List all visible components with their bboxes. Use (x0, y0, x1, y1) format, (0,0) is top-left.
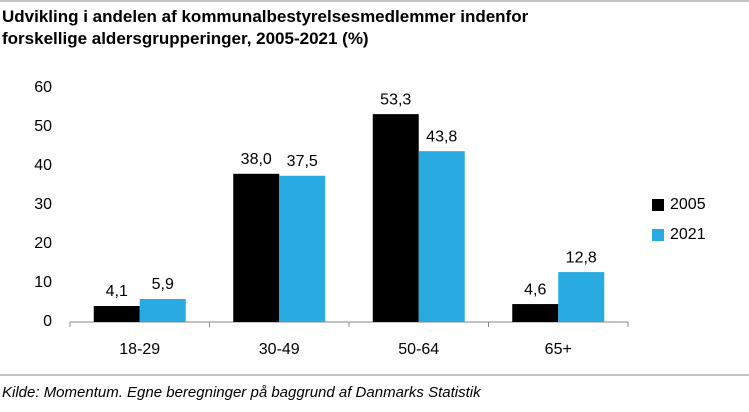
legend-swatch (652, 199, 664, 211)
value-label: 4,1 (106, 283, 128, 300)
bar (139, 298, 186, 322)
value-label: 43,8 (426, 128, 457, 145)
x-tick-label: 50-64 (398, 341, 439, 358)
bar (372, 114, 419, 322)
value-label: 12,8 (566, 249, 597, 266)
bar (512, 304, 559, 322)
y-tick-label: 30 (34, 196, 52, 213)
x-tick-label: 65+ (545, 341, 572, 358)
y-tick-label: 10 (34, 274, 52, 291)
value-label: 4,6 (524, 281, 546, 298)
y-tick-label: 40 (34, 157, 52, 174)
legend-swatch (652, 229, 664, 241)
chart-title: Udvikling i andelen af kommunalbestyrels… (2, 7, 529, 48)
value-label: 5,9 (152, 276, 174, 293)
y-tick-label: 0 (43, 313, 52, 330)
bar (418, 151, 465, 322)
y-tick-label: 20 (34, 235, 52, 252)
bar (279, 175, 326, 322)
y-tick-label: 50 (34, 118, 52, 135)
bar (558, 272, 605, 322)
legend-label: 2005 (670, 196, 706, 213)
x-tick-label: 18-29 (119, 341, 160, 358)
x-tick-label: 30-49 (259, 341, 300, 358)
bar (233, 173, 280, 322)
value-label: 53,3 (380, 91, 411, 108)
value-label: 38,0 (241, 151, 272, 168)
legend-label: 2021 (670, 226, 706, 243)
y-tick-label: 60 (34, 79, 52, 96)
source-note: Kilde: Momentum. Egne beregninger på bag… (2, 384, 481, 401)
bar (93, 306, 140, 322)
value-label: 37,5 (287, 153, 318, 170)
